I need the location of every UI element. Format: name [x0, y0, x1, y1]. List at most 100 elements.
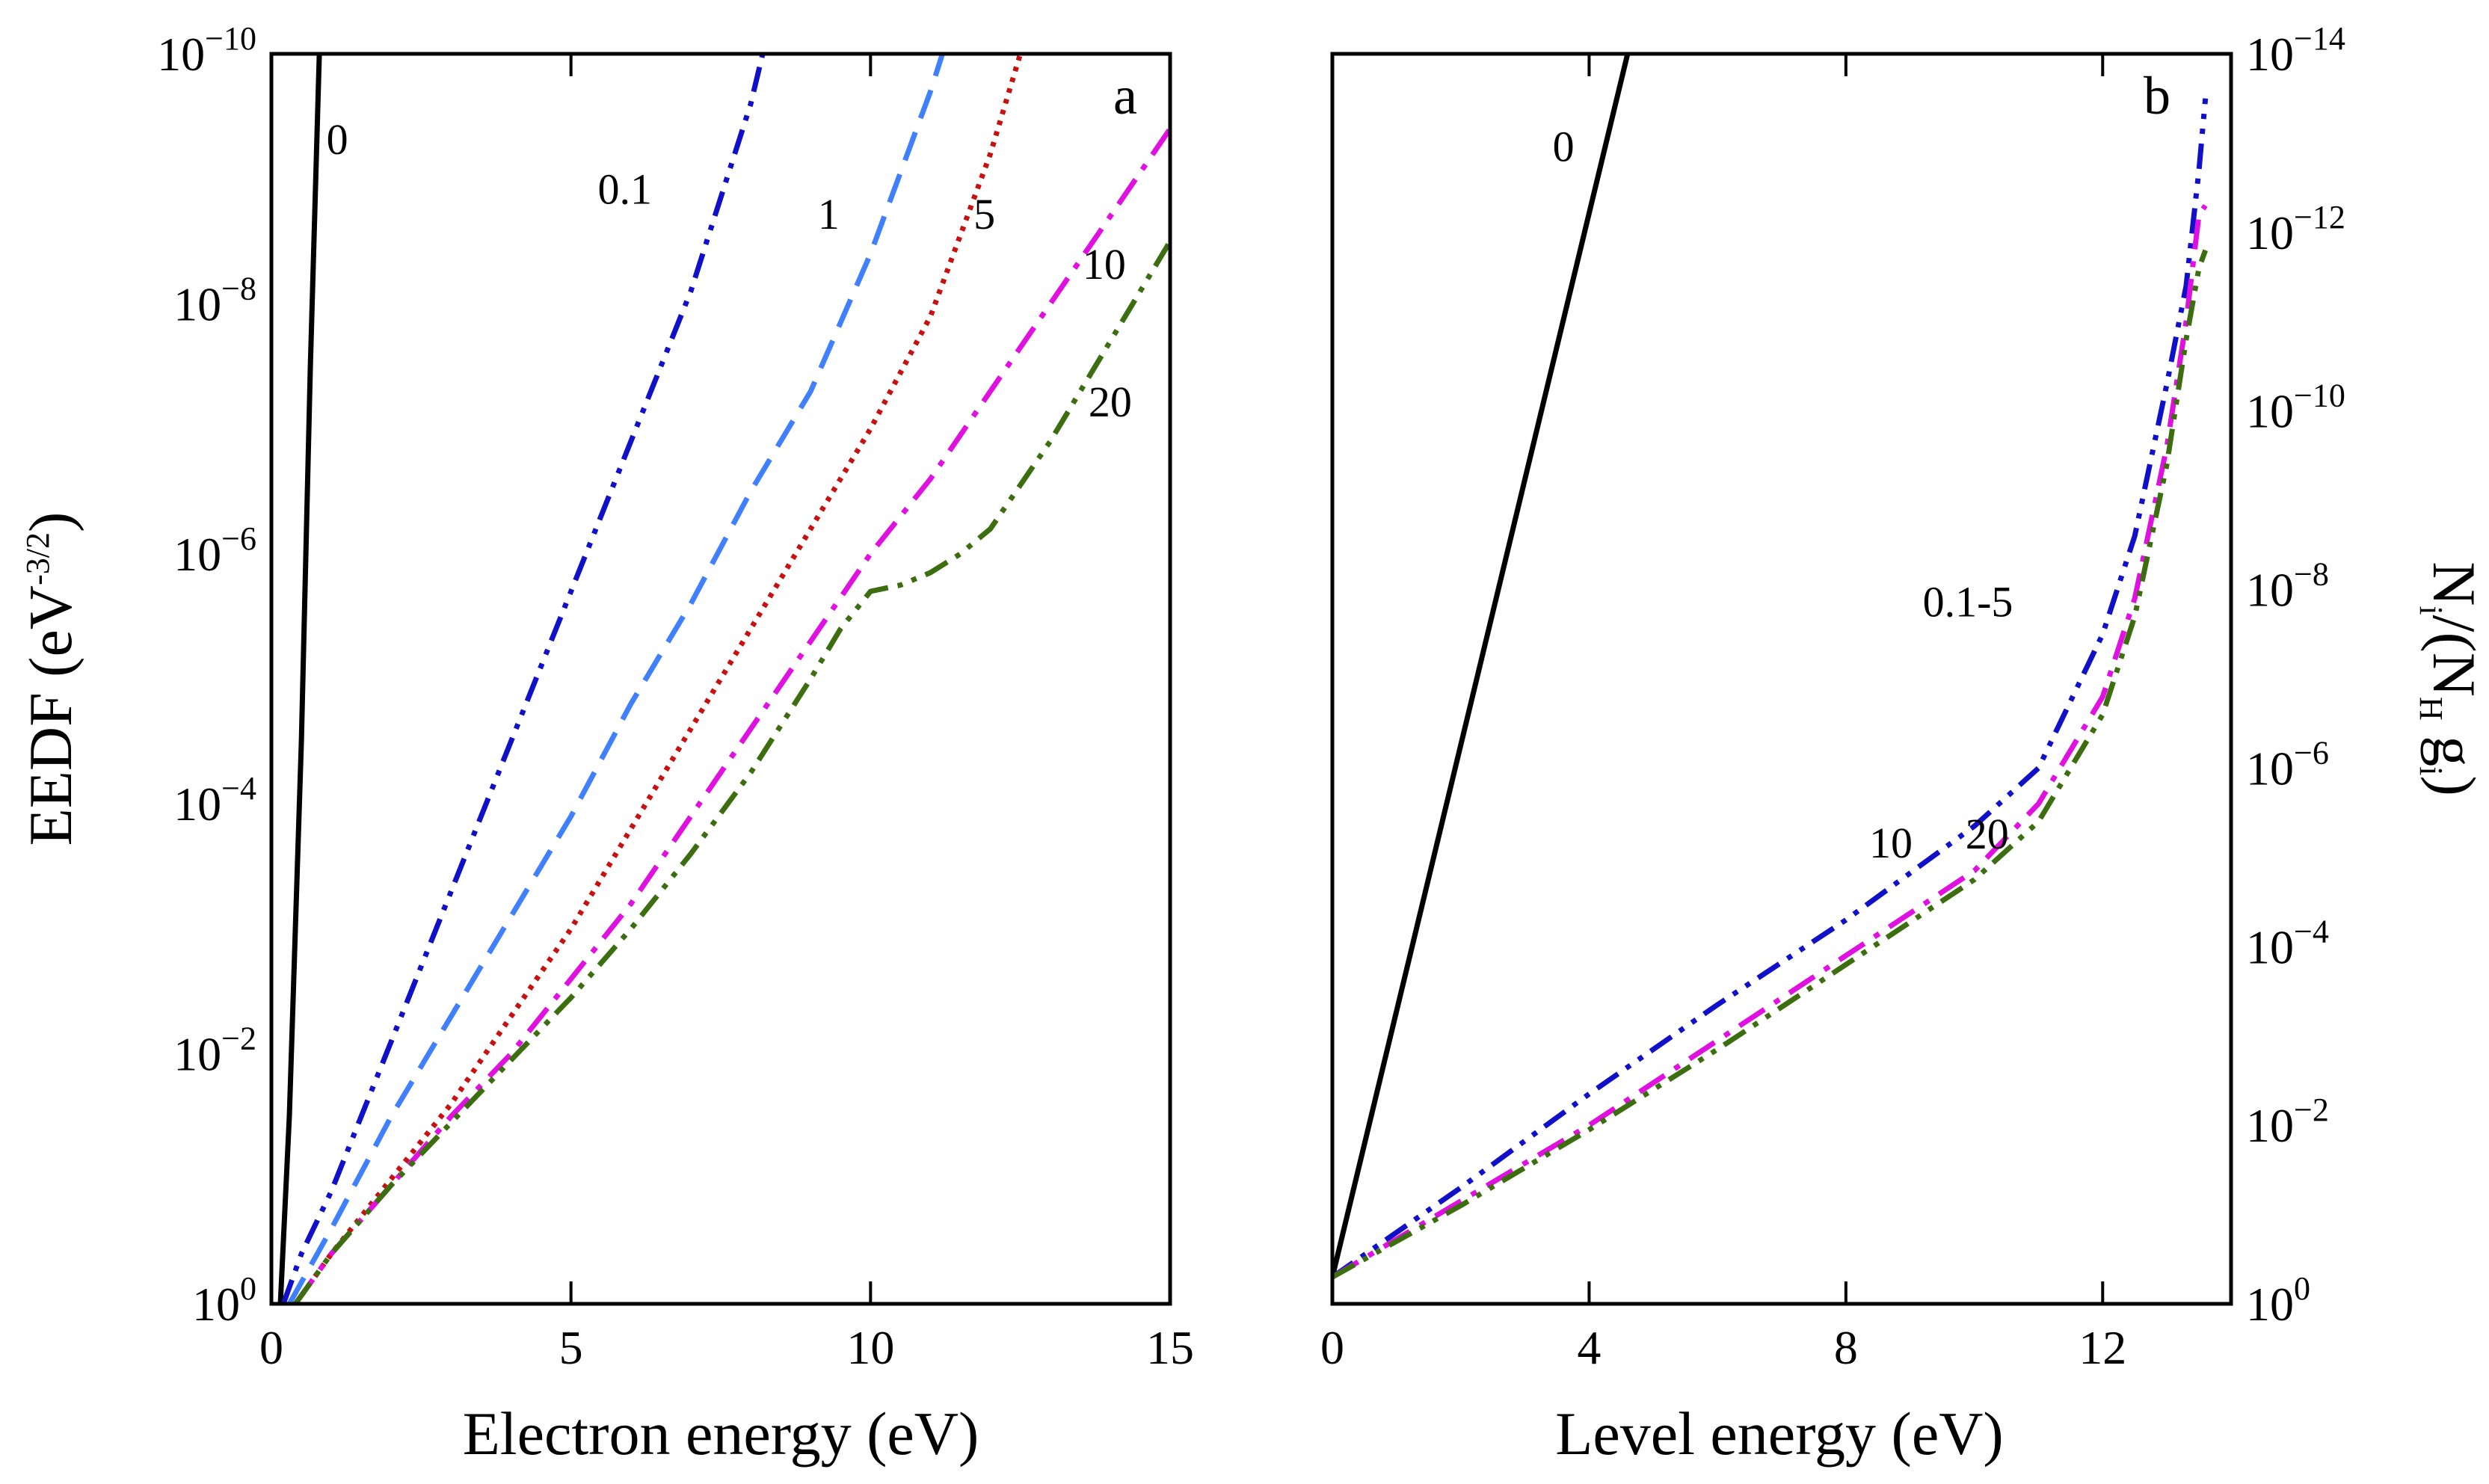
series-line-10 — [293, 127, 1170, 1304]
y-tick-exponent: −2 — [221, 1020, 256, 1057]
series-line-0-1-5 — [1332, 98, 2209, 1280]
y-tick-base: 10 — [2246, 1278, 2294, 1331]
y-tick-base: 10 — [2246, 564, 2294, 617]
series-line-20 — [293, 240, 1170, 1304]
curve-label: 10 — [1083, 240, 1126, 289]
curve-label: 0.1-5 — [1923, 577, 2013, 626]
y-tick-exponent: −8 — [221, 270, 256, 307]
panel-b-y-title-sub-h: H — [2413, 697, 2449, 721]
y-tick-base: 10 — [2246, 920, 2294, 973]
panel-b-y-axis-title: Ni/(NH gi) — [2413, 561, 2488, 796]
panel-b-x-axis-title: Level energy (eV) — [1555, 1400, 2004, 1468]
y-tick-exponent: −4 — [2294, 913, 2329, 949]
y-tick-base: 10 — [173, 1028, 221, 1081]
x-tick-label: 12 — [2079, 1321, 2126, 1374]
y-tick-exponent: −10 — [205, 20, 256, 57]
y-tick-exponent: −6 — [221, 520, 256, 557]
x-tick-label: 5 — [559, 1321, 583, 1374]
y-tick-label: 10−8 — [173, 270, 256, 330]
x-tick-label: 8 — [1834, 1321, 1858, 1374]
panel-b-letter: b — [2144, 66, 2170, 126]
panel-a-x-axis-title: Electron energy (eV) — [463, 1400, 979, 1468]
panel-a-ticks — [270, 54, 1172, 1304]
y-tick-label: 100 — [192, 1270, 256, 1331]
curve-label: 20 — [1966, 810, 2009, 858]
y-tick-label: 10−2 — [173, 1020, 256, 1081]
x-tick-label: 10 — [846, 1321, 894, 1374]
panel-b-chart: 00.1-510 20 0 4 8 12 10010−210−410−610−810−1… — [1320, 20, 2488, 1468]
panel-b-y-title-close: ) — [2420, 775, 2488, 795]
y-tick-label: 10−12 — [2246, 199, 2345, 259]
y-tick-exponent: −8 — [2294, 556, 2329, 593]
panel-a-letter: a — [1113, 66, 1137, 126]
panel-b-curve-labels: 0 0.1-5 10 20 — [1553, 122, 2013, 867]
y-tick-exponent: −14 — [2294, 20, 2345, 57]
curve-label: 10 — [1869, 819, 1913, 867]
y-tick-base: 10 — [173, 277, 221, 330]
y-tick-exponent: −10 — [2294, 378, 2345, 414]
series-line-10 — [1332, 203, 2208, 1280]
series-line-0-1 — [280, 54, 766, 1304]
y-tick-exponent: 0 — [240, 1270, 256, 1307]
y-tick-base: 10 — [192, 1278, 240, 1331]
y-tick-base: 10 — [2246, 206, 2294, 259]
y-tick-exponent: −12 — [2294, 199, 2345, 235]
curve-label: 0 — [327, 115, 348, 164]
panel-a-curve-labels: 0 0.1 1 5 10 20 — [327, 115, 1132, 426]
x-tick-label: 4 — [1577, 1321, 1601, 1374]
panel-b-y-title-sub-i2: i — [2413, 766, 2449, 775]
panel-b-frame — [1330, 52, 2233, 1306]
y-tick-exponent: −6 — [2294, 734, 2329, 771]
y-tick-label: 10−4 — [173, 770, 256, 831]
series-line-5 — [293, 54, 1024, 1304]
panel-a-frame — [269, 52, 1172, 1306]
panel-b-x-tick-labels: 0 4 8 12 — [1320, 1321, 2126, 1374]
curve-label: 5 — [973, 190, 995, 238]
curve-label: 1 — [818, 190, 840, 238]
x-tick-label: 0 — [1320, 1321, 1344, 1374]
y-tick-label: 10−6 — [173, 520, 256, 581]
panel-b-y-title-mid: /(N — [2420, 615, 2488, 697]
y-tick-label: 10−14 — [2246, 20, 2345, 81]
series-line-1 — [286, 54, 945, 1304]
curve-label: 20 — [1089, 378, 1132, 426]
panel-a-y-title-base: EEDF (eV — [16, 585, 84, 846]
series-line-0 — [277, 54, 322, 1304]
curve-label: 0 — [1553, 122, 1575, 170]
y-tick-label: 10−2 — [2246, 1092, 2329, 1152]
y-tick-base: 10 — [173, 778, 221, 831]
y-tick-base: 10 — [2246, 742, 2294, 795]
panel-a-y-title-close: ) — [16, 512, 84, 532]
y-tick-base: 10 — [2246, 28, 2294, 81]
panel-b-ticks — [1331, 54, 2105, 1304]
y-tick-base: 10 — [173, 528, 221, 581]
curve-label: 0.1 — [598, 165, 653, 214]
y-tick-base: 10 — [2246, 1099, 2294, 1152]
panel-a-series — [277, 54, 1170, 1304]
series-line-20 — [1332, 249, 2208, 1280]
y-tick-base: 10 — [157, 28, 205, 81]
y-tick-label: 100 — [2246, 1270, 2310, 1331]
y-tick-label: 10−6 — [2246, 734, 2329, 795]
y-tick-label: 10−10 — [2246, 378, 2345, 438]
y-tick-label: 10−10 — [157, 20, 256, 81]
y-tick-exponent: −4 — [221, 770, 256, 807]
panel-b-y-title-n: N — [2420, 561, 2488, 606]
panel-a-x-tick-labels: 0 5 10 15 — [259, 1321, 1194, 1374]
y-tick-exponent: 0 — [2294, 1270, 2310, 1307]
x-tick-label: 0 — [259, 1321, 283, 1374]
panel-b-series — [1332, 54, 2209, 1280]
y-tick-label: 10−4 — [2246, 913, 2329, 973]
panel-a-y-axis-title: EEDF (eV-3/2) — [16, 512, 84, 846]
y-tick-base: 10 — [2246, 385, 2294, 438]
panel-a-y-title-exp: -3/2 — [19, 532, 56, 585]
y-tick-exponent: −2 — [2294, 1092, 2329, 1128]
x-tick-label: 15 — [1146, 1321, 1194, 1374]
series-line-0 — [1332, 54, 1631, 1278]
panel-b-y-title-sub-i: i — [2413, 606, 2449, 615]
panel-b-y-title-g: g — [2420, 721, 2488, 767]
